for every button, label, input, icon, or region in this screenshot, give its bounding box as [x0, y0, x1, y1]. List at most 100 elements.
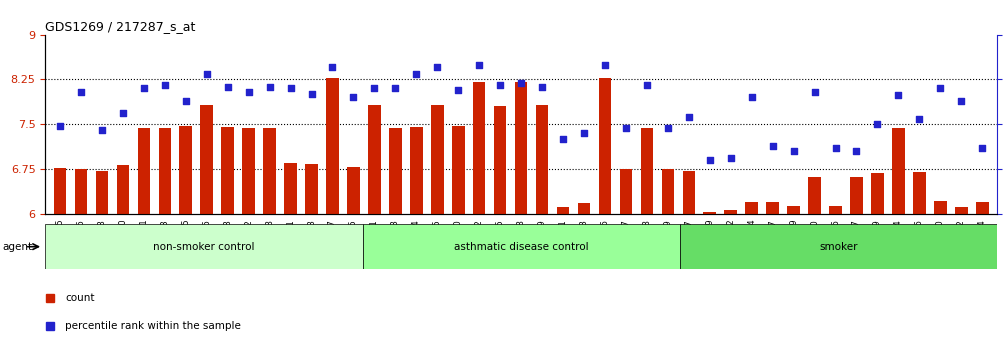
Text: count: count [65, 294, 95, 303]
Bar [662, 169, 674, 345]
Bar [452, 126, 464, 345]
Bar [53, 168, 66, 345]
Point [429, 64, 445, 70]
Bar [410, 127, 423, 345]
Point [220, 84, 236, 89]
Point [890, 93, 906, 98]
Point [492, 82, 509, 88]
Bar [243, 128, 255, 345]
Bar [200, 105, 213, 345]
FancyBboxPatch shape [680, 224, 997, 269]
Point [177, 98, 193, 104]
Bar [536, 105, 549, 345]
Point [115, 111, 131, 116]
Point [157, 82, 173, 88]
Point [367, 86, 383, 91]
Point [534, 84, 550, 89]
Point [911, 116, 927, 121]
Point [283, 86, 299, 91]
Bar [619, 169, 632, 345]
Bar [222, 127, 234, 345]
Point [262, 84, 278, 89]
Point [764, 143, 780, 148]
Point [743, 95, 759, 100]
Point [241, 89, 257, 95]
Text: asthmatic disease control: asthmatic disease control [454, 242, 588, 252]
Point [408, 71, 424, 77]
Point [785, 148, 802, 154]
Point [576, 130, 592, 136]
FancyBboxPatch shape [45, 224, 363, 269]
Point [723, 156, 739, 161]
Bar [96, 171, 108, 345]
Point [681, 114, 697, 120]
Bar [787, 206, 800, 345]
Bar [892, 128, 904, 345]
Bar [557, 207, 569, 345]
Text: percentile rank within the sample: percentile rank within the sample [65, 322, 242, 331]
Bar [934, 201, 947, 345]
Bar [493, 106, 507, 345]
Bar [955, 207, 968, 345]
Bar [431, 105, 443, 345]
Bar [766, 202, 779, 345]
Bar [158, 128, 171, 345]
Text: GDS1269 / 217287_s_at: GDS1269 / 217287_s_at [45, 20, 195, 33]
Point [198, 71, 214, 77]
Bar [745, 202, 758, 345]
Bar [284, 163, 297, 345]
Point [702, 157, 718, 163]
Bar [326, 78, 338, 345]
Bar [473, 82, 485, 345]
Bar [850, 177, 863, 345]
Point [974, 145, 990, 150]
Bar [829, 206, 842, 345]
Bar [515, 82, 528, 345]
Bar [871, 173, 884, 345]
Bar [640, 128, 654, 345]
Bar [976, 202, 989, 345]
Bar [179, 126, 192, 345]
FancyBboxPatch shape [363, 224, 680, 269]
Point [345, 95, 362, 100]
Bar [724, 210, 737, 345]
Bar [117, 165, 129, 345]
Point [954, 98, 970, 104]
Point [555, 136, 571, 141]
Bar [578, 203, 590, 345]
Point [660, 125, 676, 130]
Point [324, 64, 340, 70]
Point [849, 148, 865, 154]
Bar [263, 128, 276, 345]
Bar [369, 105, 381, 345]
Point [73, 89, 89, 95]
Point [136, 86, 152, 91]
Bar [809, 177, 821, 345]
Point [303, 91, 319, 97]
Point [869, 121, 885, 127]
Point [52, 123, 68, 129]
Bar [913, 172, 925, 345]
Text: smoker: smoker [819, 242, 858, 252]
Point [513, 80, 530, 86]
Point [450, 87, 466, 93]
Point [638, 82, 655, 88]
Text: non-smoker control: non-smoker control [153, 242, 255, 252]
Point [932, 86, 949, 91]
Bar [138, 128, 150, 345]
Point [828, 145, 844, 150]
Point [471, 62, 487, 68]
Point [807, 89, 823, 95]
Bar [704, 212, 716, 345]
Point [388, 86, 404, 91]
Bar [347, 167, 359, 345]
Bar [683, 171, 695, 345]
Bar [389, 128, 402, 345]
Point [597, 62, 613, 68]
Point [618, 125, 634, 130]
Bar [75, 169, 88, 345]
Text: agent: agent [2, 242, 32, 252]
Bar [599, 78, 611, 345]
Bar [305, 164, 318, 345]
Point [94, 127, 110, 132]
